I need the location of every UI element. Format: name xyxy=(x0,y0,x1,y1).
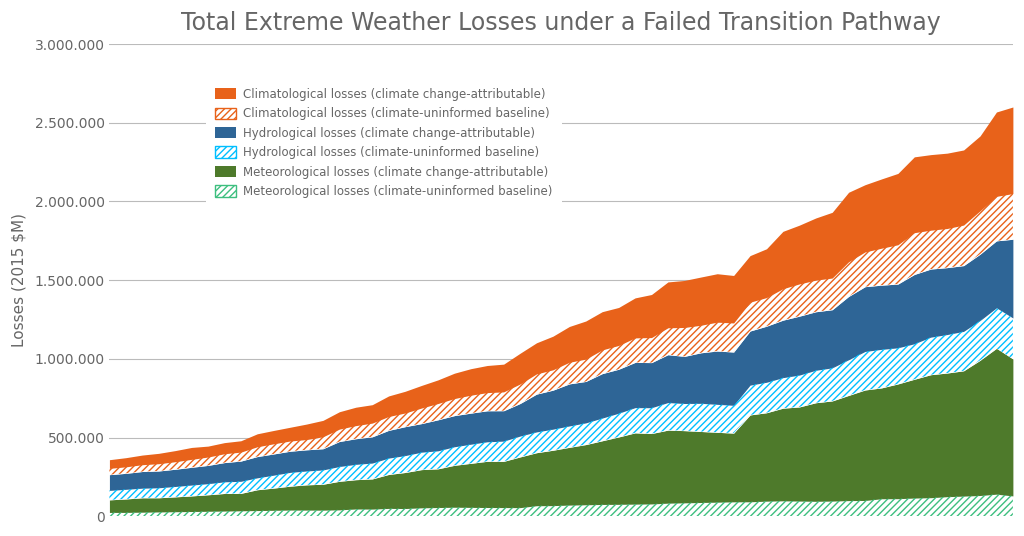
Legend: Climatological losses (climate change-attributable), Climatological losses (clim: Climatological losses (climate change-at… xyxy=(206,78,562,207)
Y-axis label: Losses (2015 $M): Losses (2015 $M) xyxy=(11,213,26,347)
Title: Total Extreme Weather Losses under a Failed Transition Pathway: Total Extreme Weather Losses under a Fai… xyxy=(181,11,941,35)
